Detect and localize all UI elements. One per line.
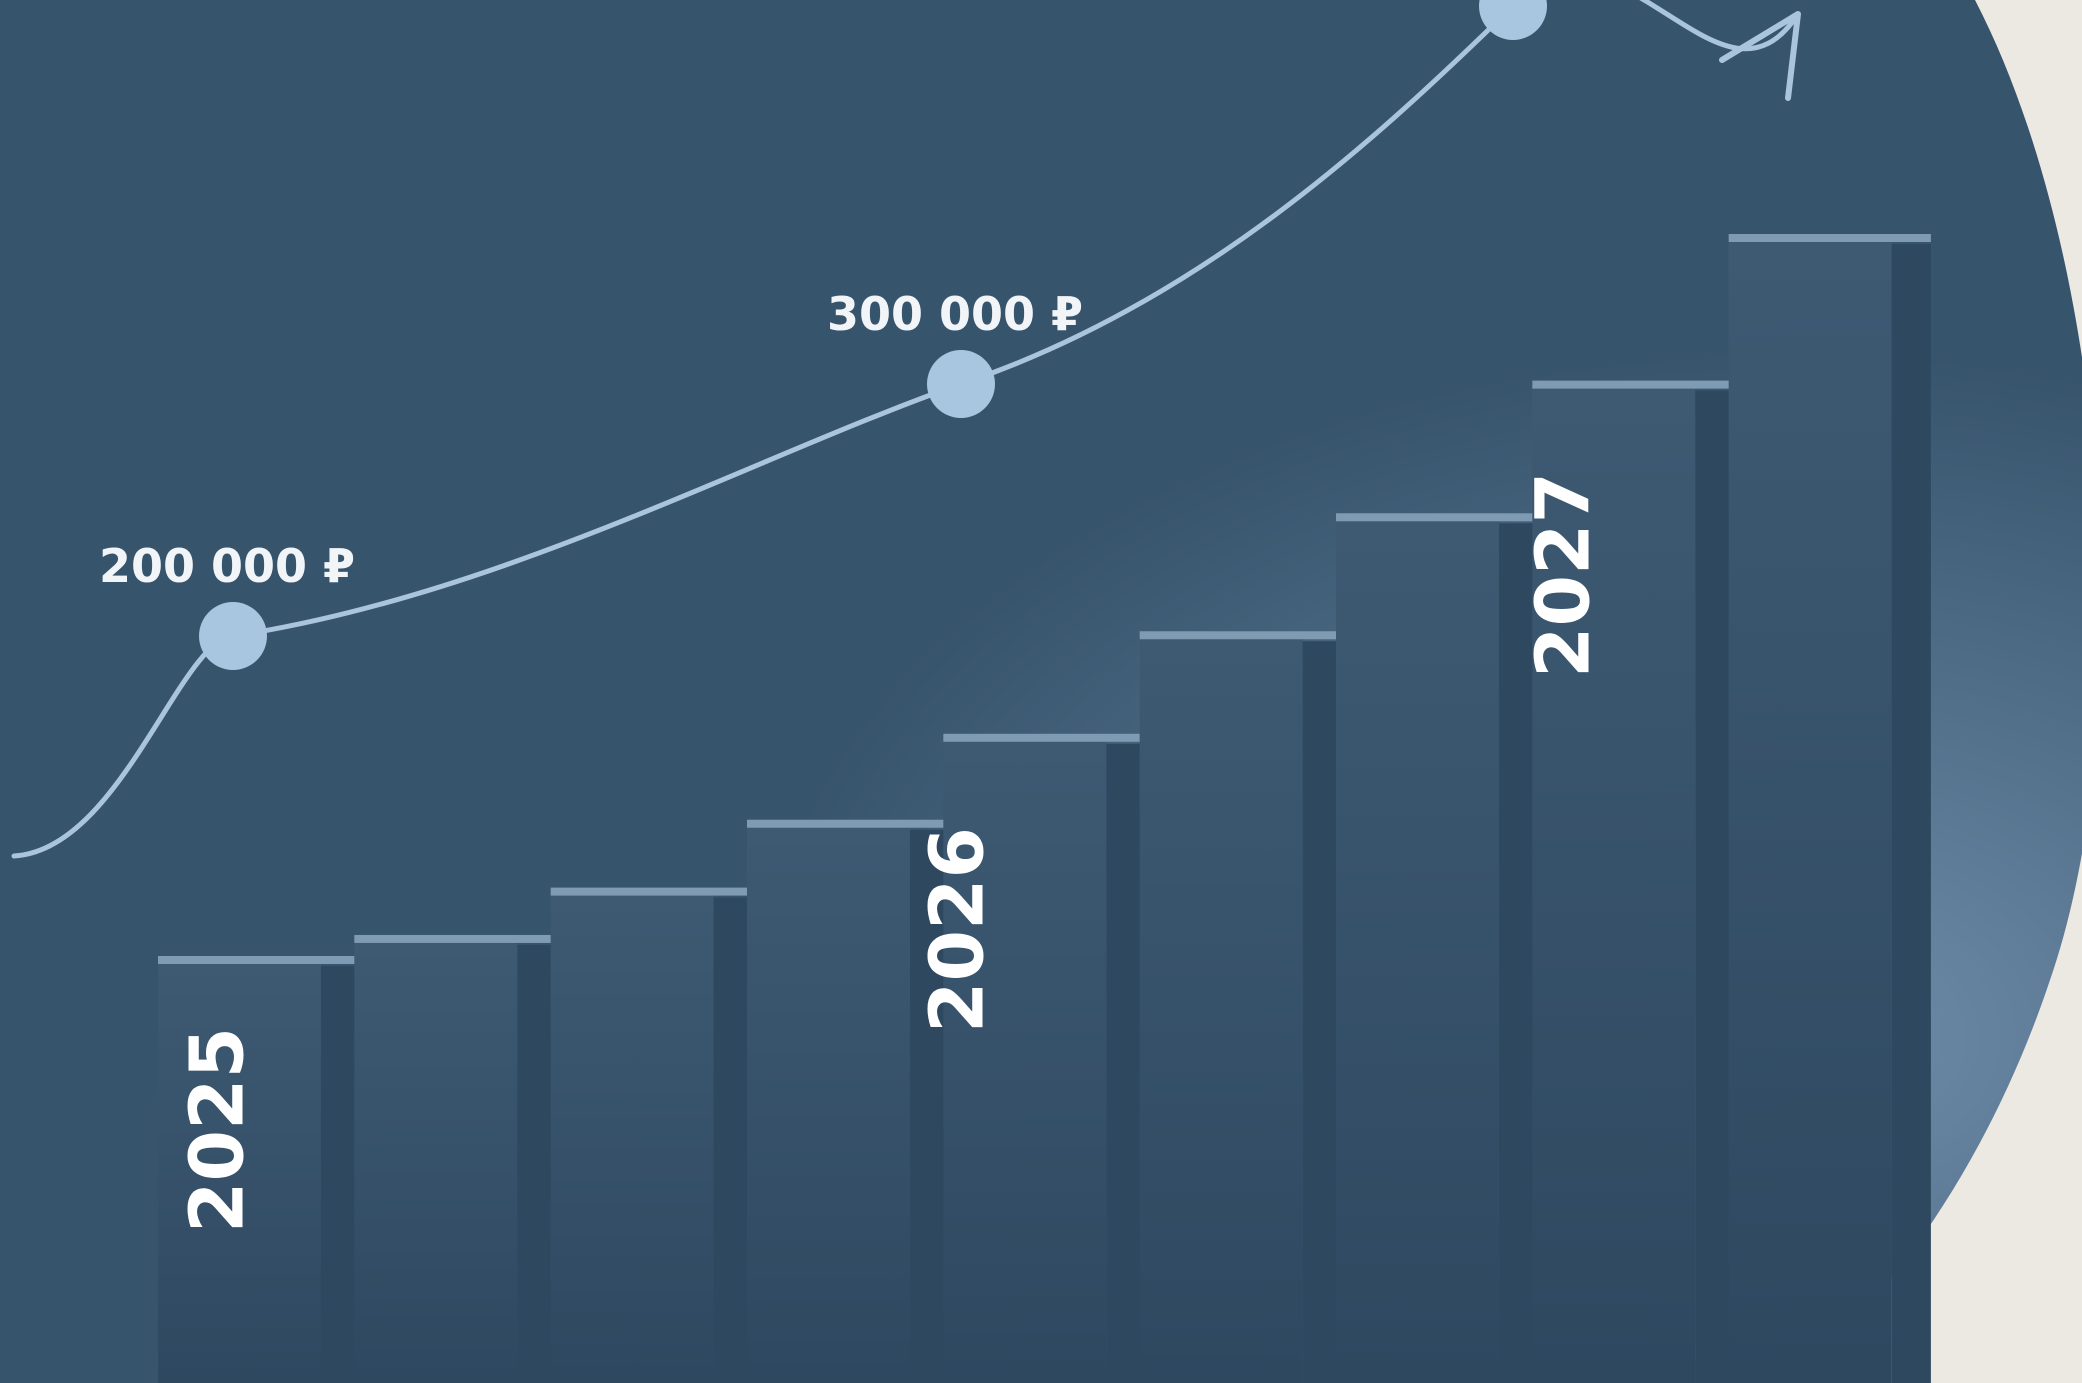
point-value-label: 200 000 ₽ xyxy=(99,539,355,593)
bar-top xyxy=(550,887,753,896)
bar xyxy=(1532,380,1735,1383)
bar xyxy=(1336,513,1539,1383)
bar-front xyxy=(354,938,518,1383)
year-label: 2026 xyxy=(915,827,1001,1033)
bar-front xyxy=(1532,384,1696,1383)
year-labels-group: 2025 2026 2027 xyxy=(175,472,1607,1233)
bar-side xyxy=(1106,743,1146,1383)
bar-top xyxy=(1728,234,1931,242)
bar-top xyxy=(354,934,557,943)
bar-front xyxy=(158,960,321,1383)
bar-top xyxy=(158,956,361,964)
bar-side xyxy=(1891,244,1931,1383)
bar xyxy=(943,733,1146,1383)
bar-front xyxy=(1336,517,1499,1383)
bar-front xyxy=(1728,238,1892,1383)
bars-group xyxy=(158,234,1931,1383)
data-point-marker xyxy=(927,350,995,418)
bar-top xyxy=(1532,380,1735,389)
bar-top xyxy=(1336,513,1539,522)
arrow-head-icon xyxy=(1719,11,1801,101)
bar xyxy=(354,934,557,1383)
data-point-marker xyxy=(1479,0,1547,40)
bar-front xyxy=(550,891,714,1383)
bar-side xyxy=(713,897,753,1383)
point-labels-group: 200 000 ₽300 000 ₽450 000 ₽ xyxy=(99,287,1083,593)
bar-side xyxy=(517,944,557,1383)
bar xyxy=(1728,234,1931,1383)
bar-front xyxy=(747,823,910,1383)
bar xyxy=(158,956,361,1383)
bar-side xyxy=(1695,390,1735,1383)
markers-group xyxy=(199,0,1547,670)
bar-front xyxy=(943,737,1107,1383)
bar-side xyxy=(1498,523,1539,1383)
bar-top xyxy=(1139,631,1342,640)
bar-side xyxy=(320,966,361,1383)
bar xyxy=(747,819,950,1383)
year-label: 2025 xyxy=(175,1027,261,1233)
bar-front xyxy=(1139,635,1303,1383)
bar-side xyxy=(1302,641,1342,1383)
data-point-marker xyxy=(199,602,267,670)
bar xyxy=(1139,631,1342,1383)
year-label: 2027 xyxy=(1521,472,1607,678)
bar-side xyxy=(909,829,950,1383)
bar-top xyxy=(943,733,1146,742)
point-value-label: 300 000 ₽ xyxy=(827,287,1083,341)
bar xyxy=(550,887,753,1383)
bar-top xyxy=(747,819,950,828)
